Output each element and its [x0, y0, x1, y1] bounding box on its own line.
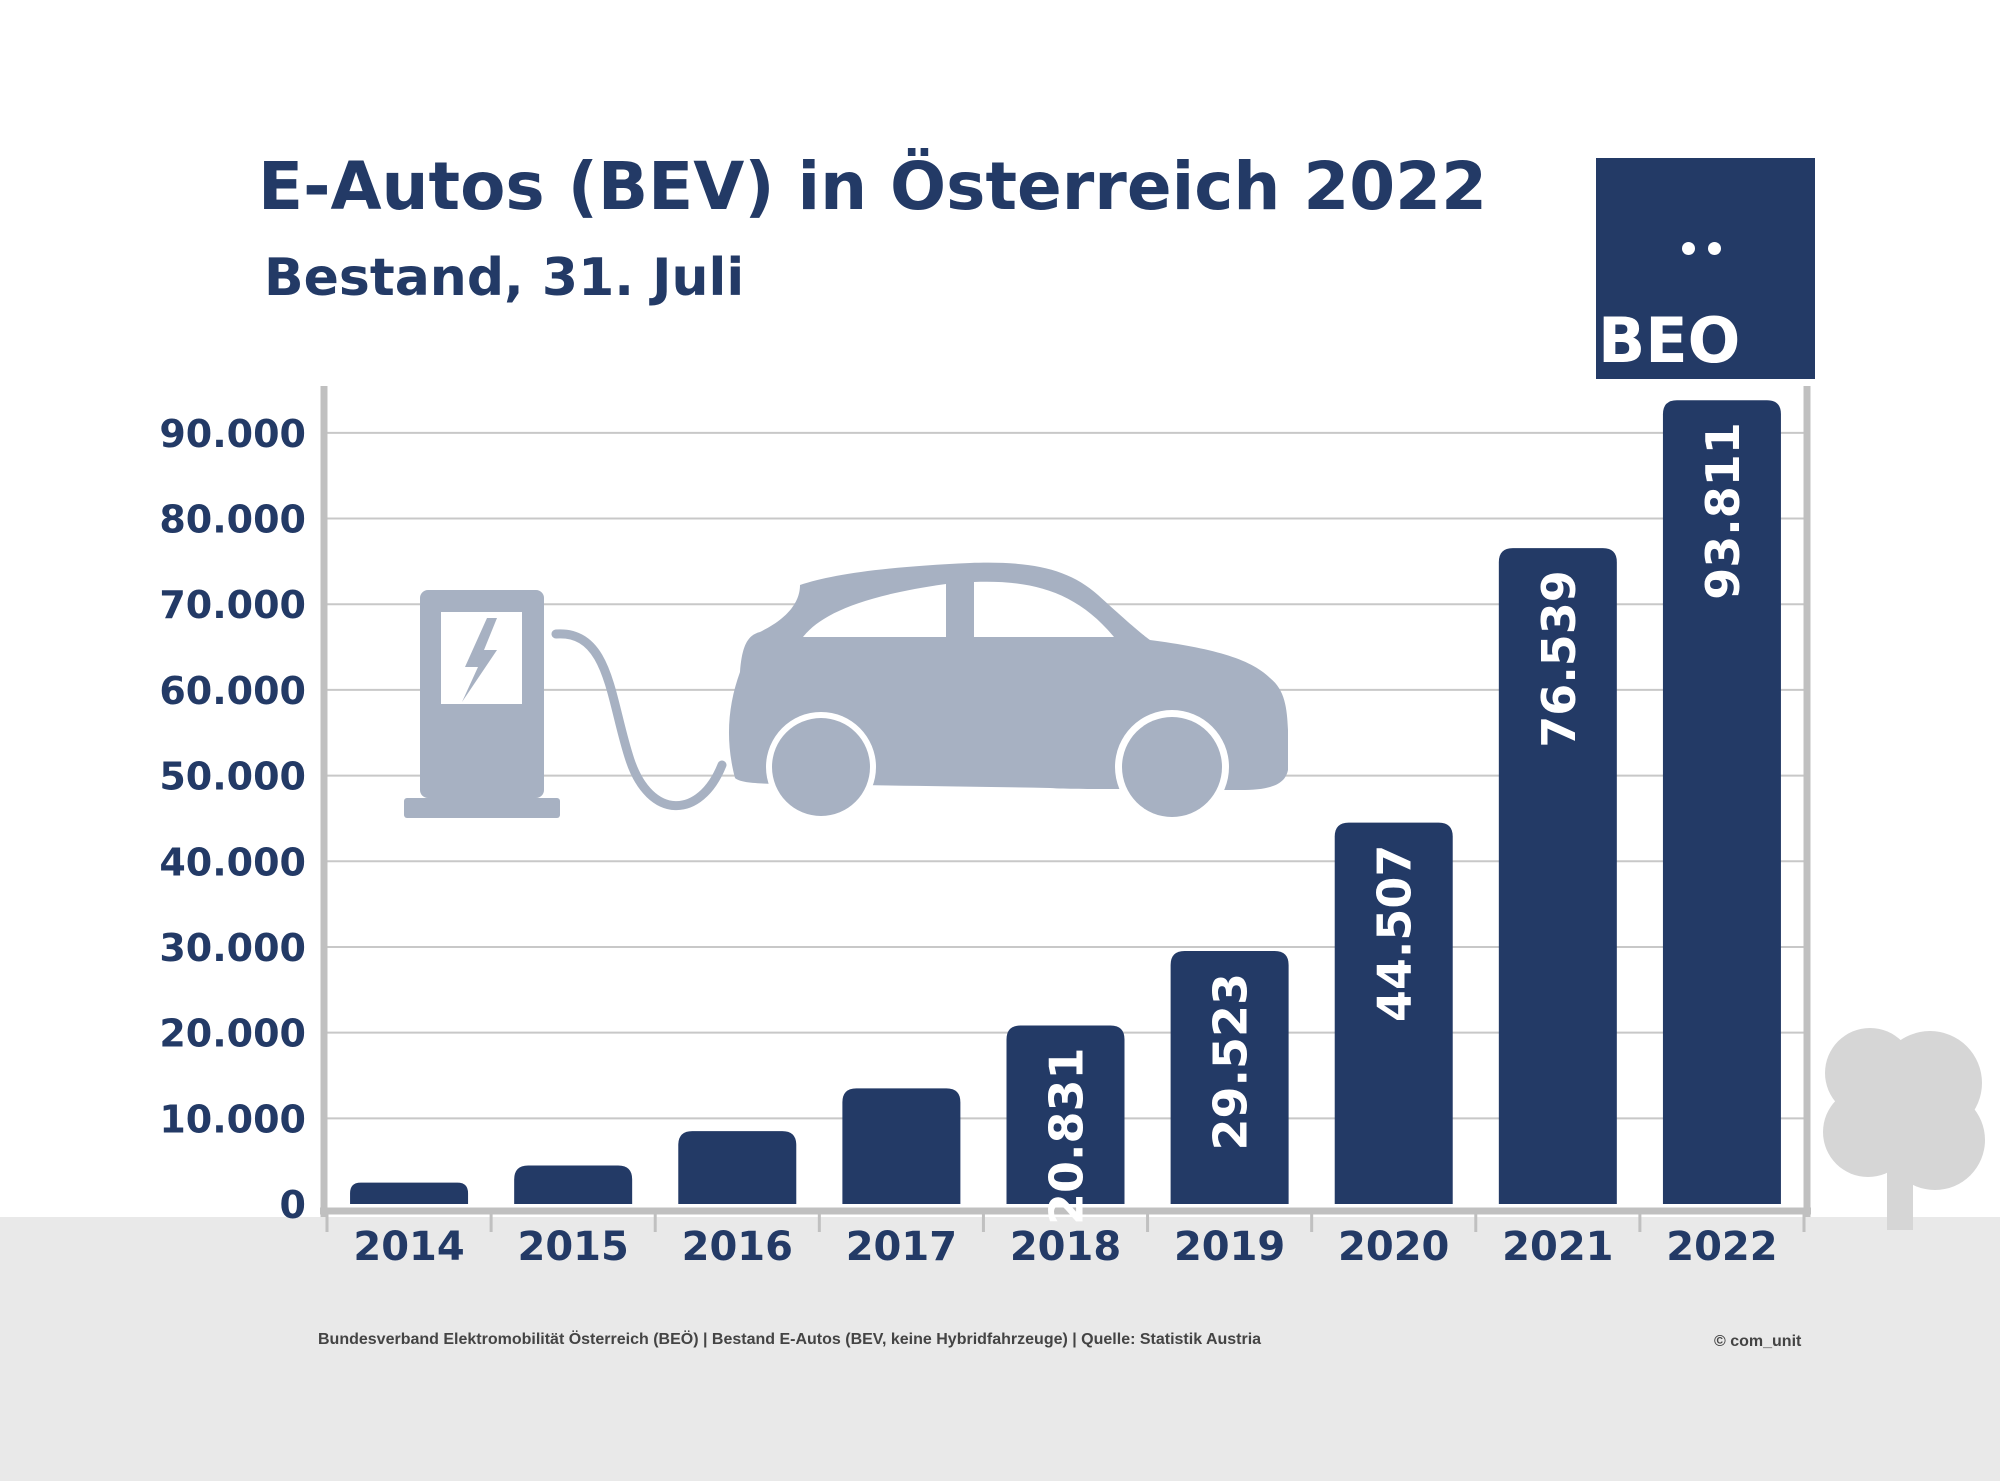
y-tick-label: 50.000 [159, 755, 306, 799]
x-tick-label: 2016 [682, 1224, 793, 1270]
x-tick-label: 2014 [353, 1224, 464, 1270]
bar-2017 [842, 1088, 961, 1204]
data-label-2018: 20.831 [1040, 1048, 1094, 1226]
bar-2022 [1662, 400, 1781, 1204]
bar-2018 [1006, 1025, 1125, 1204]
electric-car-icon [728, 562, 1288, 824]
x-tick-label: 2018 [1010, 1224, 1121, 1270]
y-tick-label: 20.000 [159, 1012, 306, 1056]
data-label-2021: 76.539 [1532, 570, 1586, 748]
y-tick-label: 70.000 [159, 583, 306, 627]
charging-cable [551, 629, 727, 811]
x-tick-label: 2020 [1338, 1224, 1449, 1270]
beo-logo: BEO [1596, 158, 1815, 379]
bars [350, 400, 1781, 1204]
bar-2016 [678, 1131, 797, 1204]
y-tick-labels: 0 10.000 20.000 30.000 40.000 50.000 60.000 70.… [159, 412, 306, 1227]
chart-title: E-Autos (BEV) in Österreich 2022 [258, 148, 1488, 225]
charging-station-icon [404, 590, 560, 818]
x-ticks [325, 1214, 1806, 1232]
ground-band [0, 1217, 2000, 1481]
logo-umlaut-dots [1682, 242, 1730, 256]
source-note: Bundesverband Elektromobilität Österreic… [318, 1331, 1262, 1348]
bar-2021 [1498, 548, 1617, 1204]
bar-2015 [514, 1165, 633, 1204]
bar-2020 [1334, 822, 1453, 1204]
y-tick-label: 10.000 [159, 1097, 306, 1141]
data-label-2022: 93.811 [1696, 422, 1750, 600]
x-tick-label: 2022 [1666, 1224, 1777, 1270]
y-tick-label: 90.000 [159, 412, 306, 456]
chart-subtitle: Bestand, 31. Juli [264, 248, 745, 308]
y-tick-label: 0 [280, 1183, 306, 1227]
y-tick-label: 40.000 [159, 840, 306, 884]
x-tick-label: 2015 [518, 1224, 629, 1270]
charging-illustration [404, 562, 1288, 824]
x-tick-labels: 2014 2015 2016 2017 2018 2019 2020 2021 2022 [353, 1224, 1777, 1270]
data-label-2020: 44.507 [1368, 845, 1422, 1023]
y-tick-label: 60.000 [159, 669, 306, 713]
y-tick-label: 80.000 [159, 498, 306, 542]
data-label-2019: 29.523 [1204, 973, 1258, 1151]
tree-icon [1823, 1028, 1985, 1230]
x-tick-label: 2019 [1174, 1224, 1285, 1270]
lightning-icon [462, 618, 497, 702]
x-tick-label: 2017 [846, 1224, 957, 1270]
x-tick-label: 2021 [1502, 1224, 1613, 1270]
data-labels: 20.831 29.523 44.507 76.539 93.811 [1040, 422, 1750, 1225]
axes [320, 386, 1811, 1217]
y-tick-label: 30.000 [159, 926, 306, 970]
bar-2014 [350, 1182, 469, 1204]
copyright-note: © com_unit [1714, 1333, 1802, 1350]
bar-2019 [1170, 951, 1289, 1204]
logo-text: BEO [1598, 304, 1741, 377]
